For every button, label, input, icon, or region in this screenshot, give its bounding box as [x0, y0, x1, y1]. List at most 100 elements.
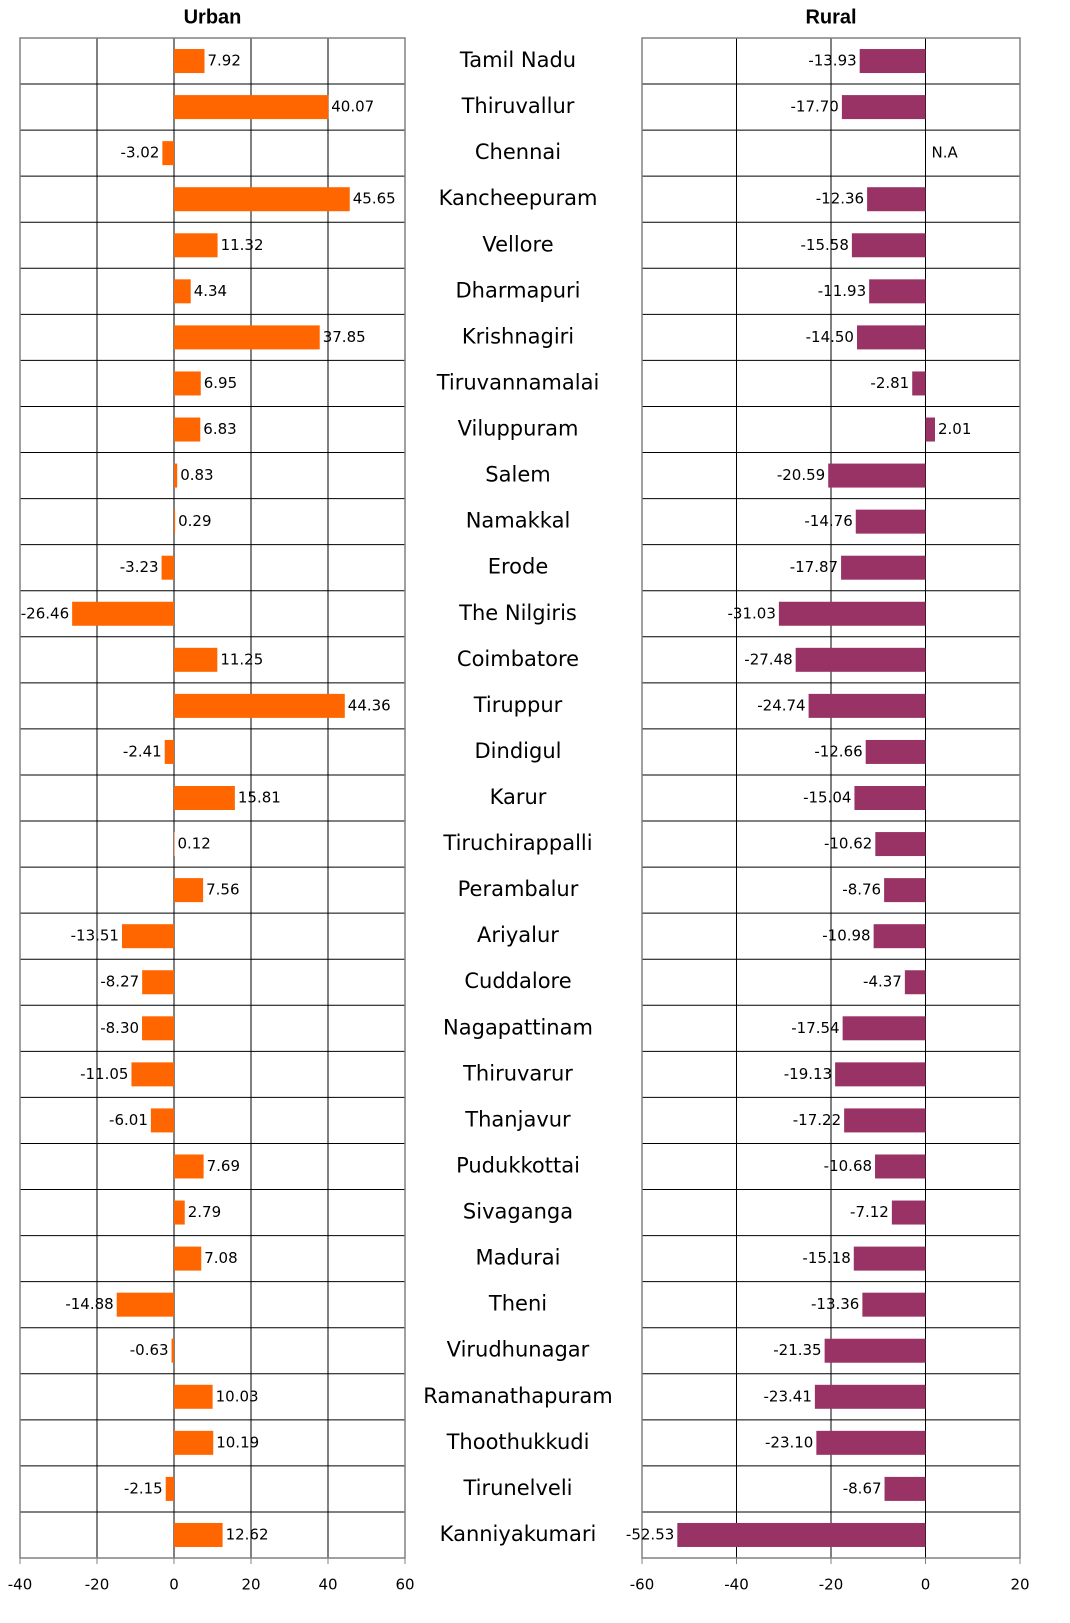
value-label: -26.46 [21, 604, 69, 622]
bar [174, 1522, 223, 1547]
bar [174, 49, 205, 74]
x-tick-label: -40 [8, 1576, 33, 1594]
value-label: -11.93 [818, 282, 866, 300]
x-tick-label: 20 [241, 1576, 260, 1594]
value-label: -14.88 [65, 1295, 113, 1313]
bar [72, 601, 174, 626]
value-label: 7.56 [206, 881, 239, 899]
value-label: 0.83 [180, 466, 213, 484]
bar [824, 1338, 926, 1363]
bar [925, 417, 935, 442]
value-label: -10.98 [822, 927, 870, 945]
value-label: -13.36 [811, 1295, 859, 1313]
bar [795, 647, 926, 672]
value-label: -14.76 [804, 512, 852, 530]
value-label: -13.93 [808, 52, 856, 70]
bar [174, 509, 176, 534]
value-label: -27.48 [744, 650, 792, 668]
category-label: Tiruchirappalli [442, 831, 592, 855]
value-label: -14.50 [806, 328, 854, 346]
bar [161, 555, 174, 580]
x-tick-label: -20 [819, 1576, 844, 1594]
category-label: Thiruvallur [461, 94, 575, 118]
value-label: -3.23 [120, 558, 159, 576]
category-label: The Nilgiris [458, 601, 577, 625]
value-label: 11.25 [220, 650, 263, 668]
value-label: 7.69 [207, 1157, 240, 1175]
value-label: 6.95 [204, 374, 237, 392]
bar [164, 739, 174, 764]
bar [174, 1246, 202, 1271]
bar [174, 325, 320, 350]
bar [142, 970, 174, 995]
value-label: -7.12 [850, 1203, 889, 1221]
value-label: -17.22 [793, 1111, 841, 1129]
bar [865, 739, 926, 764]
value-label: -23.41 [764, 1387, 812, 1405]
value-label: 4.34 [194, 282, 227, 300]
category-label: Pudukkottai [456, 1153, 580, 1177]
category-label: Namakkal [466, 509, 571, 533]
bar [867, 187, 926, 212]
value-label: -4.37 [863, 973, 902, 991]
category-label: Vellore [482, 232, 553, 256]
bar [873, 924, 926, 949]
bar [816, 1430, 926, 1455]
value-label: -17.54 [791, 1019, 839, 1037]
category-label: Chennai [475, 140, 561, 164]
category-label: Kanniyakumari [440, 1522, 597, 1546]
x-tick-label: 0 [169, 1576, 179, 1594]
bar [859, 49, 926, 74]
value-label: 37.85 [323, 328, 366, 346]
bar [841, 95, 926, 120]
category-label: Viluppuram [458, 417, 579, 441]
category-label: Thiruvarur [462, 1061, 573, 1085]
bar [174, 279, 191, 304]
value-label: -17.70 [791, 98, 839, 116]
category-label: Dindigul [475, 739, 562, 763]
value-label: -23.10 [765, 1433, 813, 1451]
bar [174, 463, 178, 488]
bar [131, 1062, 174, 1087]
bar [869, 279, 926, 304]
bar [875, 832, 926, 857]
value-label: -6.01 [109, 1111, 148, 1129]
bar [121, 924, 174, 949]
category-label: Thanjavur [464, 1107, 571, 1131]
bar [142, 1016, 174, 1041]
category-label: Karur [490, 785, 547, 809]
value-label: -21.35 [773, 1341, 821, 1359]
value-label: 7.08 [204, 1249, 237, 1267]
value-label: -19.13 [784, 1065, 832, 1083]
value-label: 12.62 [226, 1525, 269, 1543]
value-label: -10.62 [824, 835, 872, 853]
category-label: Tiruvannamalai [436, 370, 600, 394]
bar [677, 1522, 926, 1547]
category-label: Ramanathapuram [423, 1384, 613, 1408]
category-label: Theni [488, 1292, 547, 1316]
value-label: -10.68 [824, 1157, 872, 1175]
category-label: Coimbatore [457, 647, 579, 671]
bar [855, 509, 926, 534]
bar [174, 647, 218, 672]
category-label: Erode [488, 555, 549, 579]
value-label: -0.63 [130, 1341, 169, 1359]
value-label: 2.79 [188, 1203, 221, 1221]
bar [904, 970, 926, 995]
value-label: -11.05 [80, 1065, 128, 1083]
bar [884, 878, 926, 903]
bar [912, 371, 926, 396]
bar [174, 1200, 185, 1225]
bar [884, 1476, 926, 1501]
value-label: -8.27 [100, 973, 139, 991]
value-label: 0.12 [177, 835, 210, 853]
category-label: Krishnagiri [462, 324, 574, 348]
bar [875, 1154, 926, 1179]
value-label: -13.51 [71, 927, 119, 945]
bar [778, 601, 926, 626]
category-label: Sivaganga [463, 1200, 573, 1224]
chart-title: Urban [184, 6, 242, 28]
bar [174, 878, 204, 903]
value-label: N.A [932, 144, 959, 162]
